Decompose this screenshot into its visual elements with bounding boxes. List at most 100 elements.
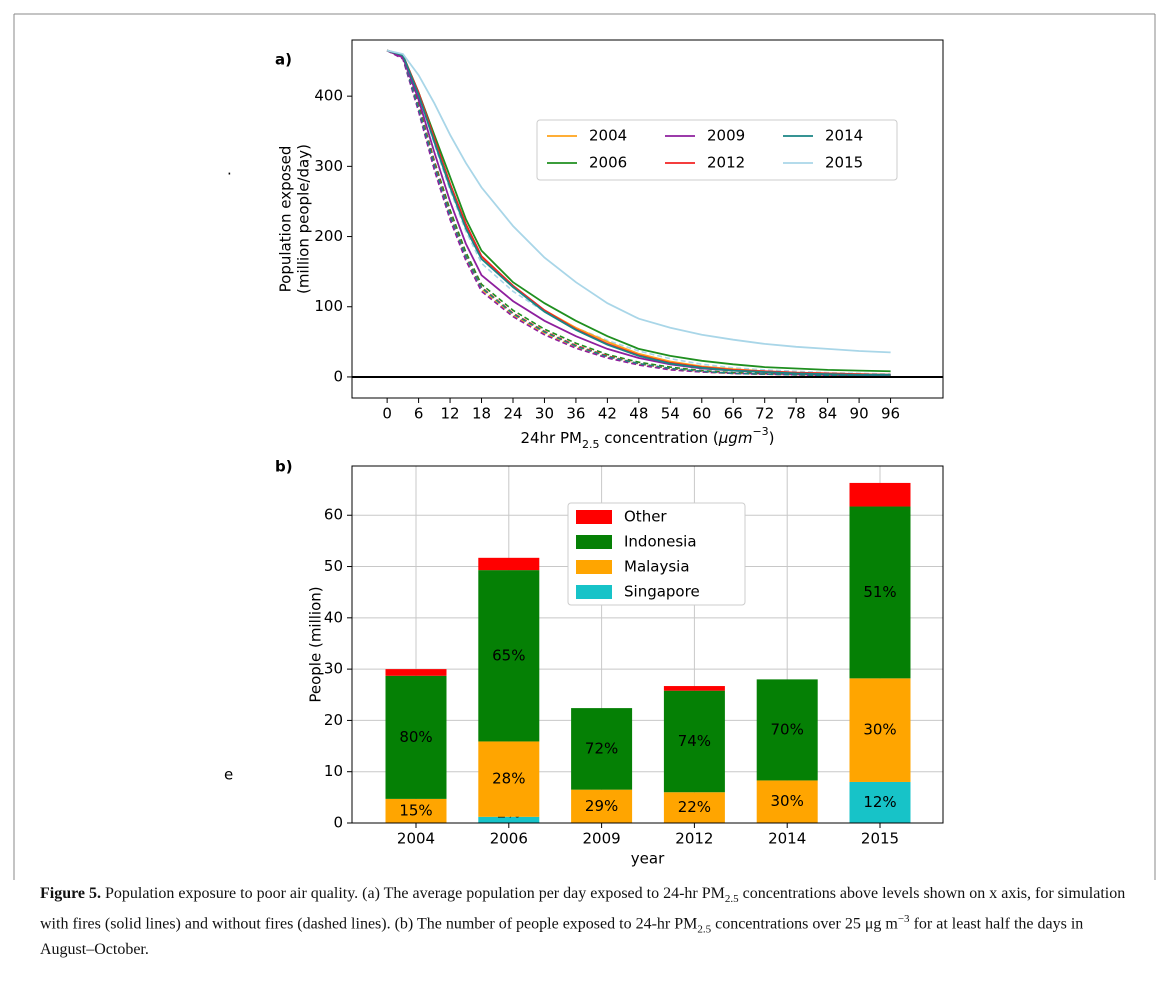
y-tick-label: 10 [324, 762, 343, 780]
y-tick-label: 300 [314, 157, 343, 175]
segment-label: 12% [863, 793, 896, 811]
y-tick-label: 100 [314, 297, 343, 315]
segment-label: 65% [492, 646, 525, 664]
bar-segment [571, 708, 633, 790]
x-tick-label: 66 [724, 405, 743, 423]
legend-label: 2006 [589, 154, 627, 172]
caption-label: Figure 5. [40, 885, 102, 902]
caption-text: concentrations over 25 μg m [711, 915, 898, 933]
bar-segment [385, 669, 447, 676]
y-tick-label: 0 [333, 367, 343, 385]
legend-box [536, 119, 898, 181]
label-part: ) [769, 429, 775, 447]
segment-label: 70% [771, 720, 804, 738]
x-tick-label: 60 [692, 405, 711, 423]
axis-label: 24hr PM2.5 concentration (μgm−3) [520, 425, 774, 451]
x-tick-label: 78 [787, 405, 806, 423]
line-no-fire [386, 49, 891, 377]
x-axis-label: year [631, 850, 665, 868]
y-tick-label: 40 [324, 608, 343, 626]
caption: Figure 5. Population exposure to poor ai… [40, 884, 1130, 960]
y-axis-label: People (million) [307, 586, 325, 702]
y-axis-label: Population exposed [277, 146, 295, 293]
segment-label: 15% [399, 801, 432, 819]
line-with-fire [386, 49, 891, 354]
bar-segment [849, 678, 911, 782]
y-tick-label: 400 [314, 87, 343, 105]
y-tick-label: 20 [324, 711, 343, 729]
x-tick-label: 18 [472, 405, 491, 423]
caption-text: concentrations above levels shown on x a… [40, 885, 1126, 933]
segment-label: 29% [585, 797, 618, 815]
legend-swatch [576, 560, 612, 574]
label-part: concentration ( [599, 429, 718, 447]
legend-label: 2015 [825, 154, 863, 172]
caption-text: for at least half the days in August–Oct… [40, 915, 1084, 958]
bar-segment [385, 798, 447, 823]
panel-label: a) [275, 51, 292, 69]
y-tick-label: 50 [324, 557, 343, 575]
label-part: 2.5 [582, 438, 600, 451]
bar-segment [571, 789, 633, 823]
x-tick-label: 2006 [490, 830, 528, 848]
y-tick-label: 60 [324, 506, 343, 524]
line-with-fire [386, 49, 891, 373]
panel-label: b) [275, 458, 293, 476]
segment-label: 74% [678, 732, 711, 750]
legend-label: 2014 [825, 127, 863, 145]
segment-label: 28% [492, 770, 525, 788]
x-tick-label: 84 [818, 405, 837, 423]
x-tick-label: 42 [598, 405, 617, 423]
legend-swatch [576, 510, 612, 524]
bar-segment [663, 792, 725, 823]
segment-label: 72% [585, 739, 618, 757]
line-with-fire [386, 49, 891, 376]
legend-label: Singapore [624, 583, 700, 601]
segment-label: 30% [771, 792, 804, 810]
segment-label: 51% [863, 583, 896, 601]
x-tick-label: 72 [755, 405, 774, 423]
x-tick-label: 54 [661, 405, 680, 423]
label-part: μgm [718, 429, 753, 447]
legend-box [567, 502, 746, 606]
legend-label: Other [624, 508, 667, 526]
bar-segment [849, 506, 911, 679]
plot-frame [351, 465, 944, 824]
line-no-fire [386, 49, 891, 377]
bar-segment [663, 686, 725, 691]
legend-label: Malaysia [624, 558, 690, 576]
margin-mark: e [224, 766, 233, 784]
x-tick-label: 90 [850, 405, 869, 423]
legend-label: 2012 [707, 154, 745, 172]
x-tick-label: 2004 [397, 830, 435, 848]
x-tick-label: 6 [414, 405, 424, 423]
legend-swatch [576, 535, 612, 549]
label-part: 24hr PM [520, 429, 582, 447]
y-axis-label: (million people/day) [295, 144, 313, 294]
legend-label: 2004 [589, 127, 627, 145]
caption-text: 2.5 [697, 923, 712, 936]
caption-text: Population exposure to poor air quality.… [101, 885, 725, 902]
bar-segment [385, 675, 447, 799]
x-tick-label: 48 [629, 405, 648, 423]
x-tick-label: 24 [503, 405, 522, 423]
x-tick-label: 2009 [583, 830, 621, 848]
y-tick-label: 200 [314, 227, 343, 245]
x-tick-label: 2014 [768, 830, 806, 848]
bar-segment [756, 679, 818, 781]
caption-text: −3 [897, 913, 910, 926]
plot-frame [351, 39, 944, 399]
x-tick-label: 36 [566, 405, 585, 423]
bar-segment [663, 690, 725, 793]
bar-segment [478, 557, 540, 571]
bar-segment [849, 482, 911, 507]
y-tick-label: 30 [324, 660, 343, 678]
x-tick-label: 2012 [675, 830, 713, 848]
margin-mark: . [227, 161, 232, 179]
bar-segment [478, 816, 540, 823]
bar-segment [478, 570, 540, 742]
legend-label: 2009 [707, 127, 745, 145]
bar-segment [849, 781, 911, 823]
